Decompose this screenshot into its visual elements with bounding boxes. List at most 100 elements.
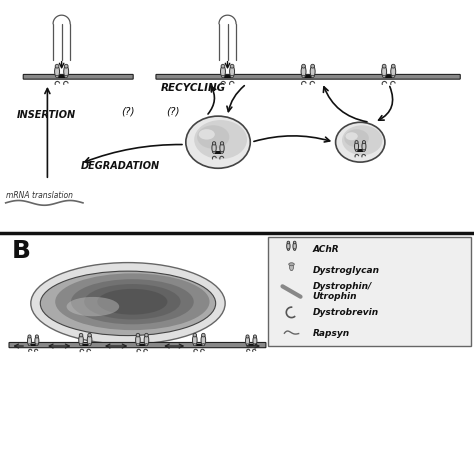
- Ellipse shape: [346, 132, 358, 140]
- Ellipse shape: [246, 336, 249, 346]
- Ellipse shape: [35, 336, 39, 346]
- Ellipse shape: [36, 344, 38, 346]
- Ellipse shape: [287, 249, 290, 250]
- Ellipse shape: [355, 141, 358, 144]
- Ellipse shape: [301, 64, 305, 68]
- Ellipse shape: [342, 125, 383, 155]
- Ellipse shape: [79, 335, 83, 346]
- Ellipse shape: [382, 66, 387, 77]
- Text: Dystrophin/
Utrophin: Dystrophin/ Utrophin: [313, 282, 372, 301]
- Bar: [304, 75, 312, 78]
- Ellipse shape: [253, 336, 257, 346]
- Ellipse shape: [87, 335, 92, 346]
- Ellipse shape: [186, 116, 250, 168]
- Ellipse shape: [355, 142, 358, 151]
- Ellipse shape: [336, 122, 385, 162]
- Text: B: B: [12, 239, 31, 264]
- Ellipse shape: [55, 64, 59, 68]
- Ellipse shape: [71, 279, 194, 324]
- Ellipse shape: [287, 242, 290, 250]
- Bar: [82, 344, 88, 346]
- Ellipse shape: [287, 241, 290, 244]
- Bar: [224, 75, 231, 78]
- Bar: [249, 344, 254, 346]
- Ellipse shape: [144, 335, 149, 346]
- Ellipse shape: [212, 142, 216, 145]
- Ellipse shape: [363, 149, 365, 151]
- Ellipse shape: [88, 344, 91, 346]
- FancyBboxPatch shape: [156, 74, 460, 79]
- FancyBboxPatch shape: [9, 342, 266, 348]
- Ellipse shape: [64, 64, 68, 68]
- Ellipse shape: [213, 151, 215, 153]
- Ellipse shape: [64, 66, 69, 77]
- Bar: [139, 344, 145, 346]
- Ellipse shape: [302, 75, 305, 78]
- Ellipse shape: [193, 344, 196, 346]
- Ellipse shape: [31, 263, 225, 344]
- Ellipse shape: [145, 344, 148, 346]
- Ellipse shape: [221, 64, 225, 68]
- Ellipse shape: [27, 336, 31, 346]
- Ellipse shape: [344, 129, 369, 147]
- Ellipse shape: [310, 66, 315, 77]
- Ellipse shape: [362, 142, 366, 151]
- Ellipse shape: [293, 249, 296, 250]
- Ellipse shape: [311, 64, 315, 68]
- Ellipse shape: [212, 143, 216, 153]
- Ellipse shape: [230, 64, 234, 68]
- Ellipse shape: [79, 333, 83, 337]
- Ellipse shape: [220, 142, 224, 145]
- Ellipse shape: [391, 66, 396, 77]
- Ellipse shape: [392, 75, 395, 78]
- Ellipse shape: [220, 143, 224, 153]
- Ellipse shape: [145, 333, 148, 337]
- FancyBboxPatch shape: [23, 74, 133, 79]
- Bar: [196, 344, 202, 346]
- Ellipse shape: [289, 263, 294, 266]
- Ellipse shape: [392, 64, 395, 68]
- Ellipse shape: [201, 335, 206, 346]
- Ellipse shape: [311, 75, 314, 78]
- Ellipse shape: [382, 64, 386, 68]
- Ellipse shape: [221, 151, 223, 153]
- Text: (?): (?): [121, 106, 135, 117]
- Ellipse shape: [301, 66, 306, 77]
- Ellipse shape: [363, 141, 365, 144]
- Ellipse shape: [197, 125, 229, 149]
- Ellipse shape: [97, 289, 167, 315]
- Ellipse shape: [136, 335, 140, 346]
- Ellipse shape: [80, 344, 82, 346]
- Text: AChR: AChR: [313, 246, 339, 254]
- Text: Rapsyn: Rapsyn: [313, 329, 350, 337]
- Ellipse shape: [88, 333, 91, 337]
- Ellipse shape: [136, 333, 140, 337]
- Ellipse shape: [356, 149, 358, 151]
- Ellipse shape: [254, 335, 256, 338]
- Ellipse shape: [192, 335, 197, 346]
- Ellipse shape: [40, 271, 216, 336]
- Ellipse shape: [66, 297, 119, 316]
- Ellipse shape: [137, 344, 139, 346]
- Ellipse shape: [221, 75, 225, 78]
- Ellipse shape: [55, 273, 210, 330]
- Bar: [58, 75, 65, 78]
- Text: Dystroglycan: Dystroglycan: [313, 266, 380, 275]
- Ellipse shape: [246, 335, 249, 338]
- Ellipse shape: [254, 344, 256, 346]
- FancyBboxPatch shape: [268, 237, 471, 346]
- Text: INSERTION: INSERTION: [17, 109, 76, 120]
- Ellipse shape: [290, 264, 293, 271]
- Bar: [215, 151, 221, 154]
- Text: (?): (?): [166, 106, 180, 117]
- Text: Dystrobrevin: Dystrobrevin: [313, 308, 379, 317]
- Ellipse shape: [229, 66, 235, 77]
- Ellipse shape: [194, 120, 247, 159]
- Ellipse shape: [220, 66, 226, 77]
- Ellipse shape: [84, 284, 181, 319]
- Text: DEGRADATION: DEGRADATION: [81, 161, 160, 171]
- Ellipse shape: [246, 344, 249, 346]
- Ellipse shape: [383, 75, 386, 78]
- Ellipse shape: [230, 75, 234, 78]
- Ellipse shape: [193, 333, 197, 337]
